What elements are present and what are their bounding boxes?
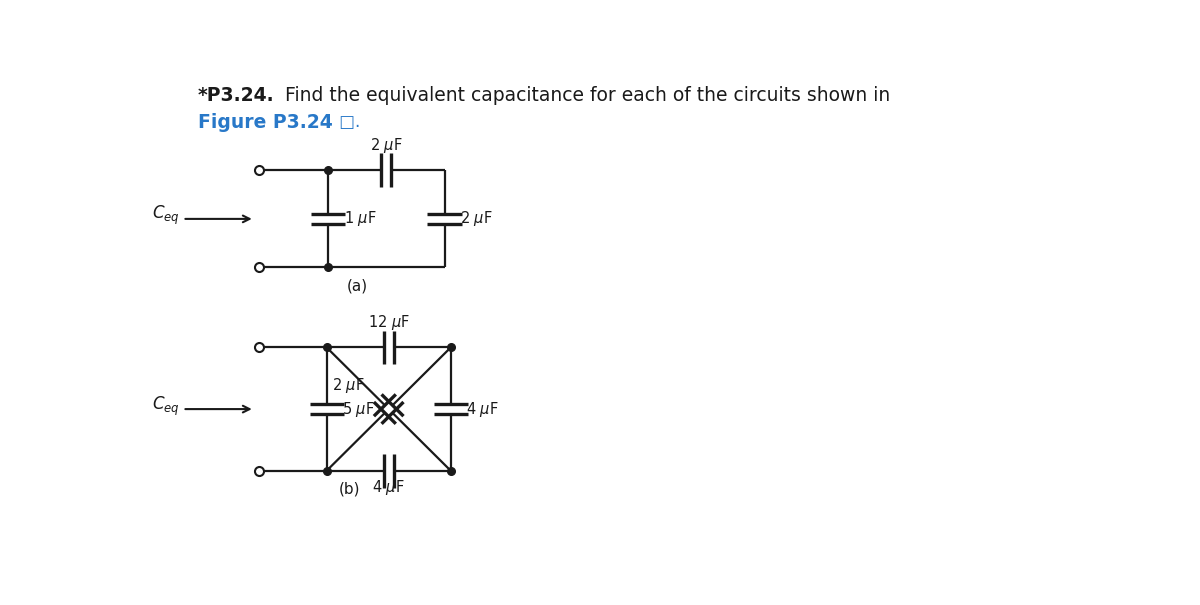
Text: 1 $\mu$F: 1 $\mu$F: [343, 209, 377, 229]
Text: 4 $\mu$F: 4 $\mu$F: [466, 399, 499, 419]
Text: $C_{eq}$: $C_{eq}$: [151, 394, 180, 417]
Text: □.: □.: [335, 113, 361, 131]
Text: (b): (b): [340, 482, 361, 497]
Text: 2 $\mu$F: 2 $\mu$F: [332, 376, 365, 395]
Text: 5 $\mu$F: 5 $\mu$F: [342, 399, 374, 419]
Text: 2 $\mu$F: 2 $\mu$F: [370, 136, 403, 155]
Text: 4 $\mu$F: 4 $\mu$F: [372, 478, 406, 497]
Text: (a): (a): [347, 278, 368, 293]
Text: 12 $\mu$F: 12 $\mu$F: [367, 313, 409, 333]
Text: 2 $\mu$F: 2 $\mu$F: [460, 209, 493, 229]
Text: *P3.24.: *P3.24.: [198, 86, 275, 105]
Text: Find the equivalent capacitance for each of the circuits shown in: Find the equivalent capacitance for each…: [280, 86, 890, 105]
Text: $C_{eq}$: $C_{eq}$: [151, 204, 180, 227]
Text: Figure P3.24: Figure P3.24: [198, 113, 332, 132]
